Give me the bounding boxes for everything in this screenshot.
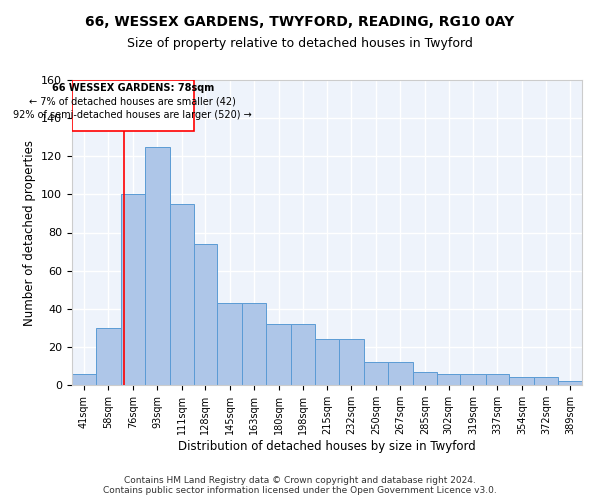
Bar — [145, 146, 170, 385]
Bar — [509, 378, 535, 385]
Text: Contains HM Land Registry data © Crown copyright and database right 2024.: Contains HM Land Registry data © Crown c… — [124, 476, 476, 485]
Bar — [72, 374, 96, 385]
Bar — [485, 374, 509, 385]
Bar — [194, 244, 217, 385]
Text: Size of property relative to detached houses in Twyford: Size of property relative to detached ho… — [127, 38, 473, 51]
Bar — [96, 328, 121, 385]
Bar — [217, 303, 242, 385]
Y-axis label: Number of detached properties: Number of detached properties — [23, 140, 35, 326]
FancyBboxPatch shape — [72, 80, 194, 132]
Bar — [266, 324, 292, 385]
X-axis label: Distribution of detached houses by size in Twyford: Distribution of detached houses by size … — [178, 440, 476, 452]
Bar — [460, 374, 485, 385]
Bar — [535, 378, 558, 385]
Bar — [292, 324, 315, 385]
Bar — [364, 362, 388, 385]
Bar — [242, 303, 266, 385]
Bar — [315, 339, 339, 385]
Bar — [437, 374, 460, 385]
Bar — [170, 204, 194, 385]
Text: Contains public sector information licensed under the Open Government Licence v3: Contains public sector information licen… — [103, 486, 497, 495]
Text: 66 WESSEX GARDENS: 78sqm: 66 WESSEX GARDENS: 78sqm — [52, 83, 214, 93]
Bar — [121, 194, 145, 385]
Text: ← 7% of detached houses are smaller (42): ← 7% of detached houses are smaller (42) — [29, 96, 236, 106]
Bar — [558, 381, 582, 385]
Bar — [388, 362, 413, 385]
Text: 92% of semi-detached houses are larger (520) →: 92% of semi-detached houses are larger (… — [13, 110, 252, 120]
Bar — [339, 339, 364, 385]
Bar — [413, 372, 437, 385]
Text: 66, WESSEX GARDENS, TWYFORD, READING, RG10 0AY: 66, WESSEX GARDENS, TWYFORD, READING, RG… — [85, 15, 515, 29]
